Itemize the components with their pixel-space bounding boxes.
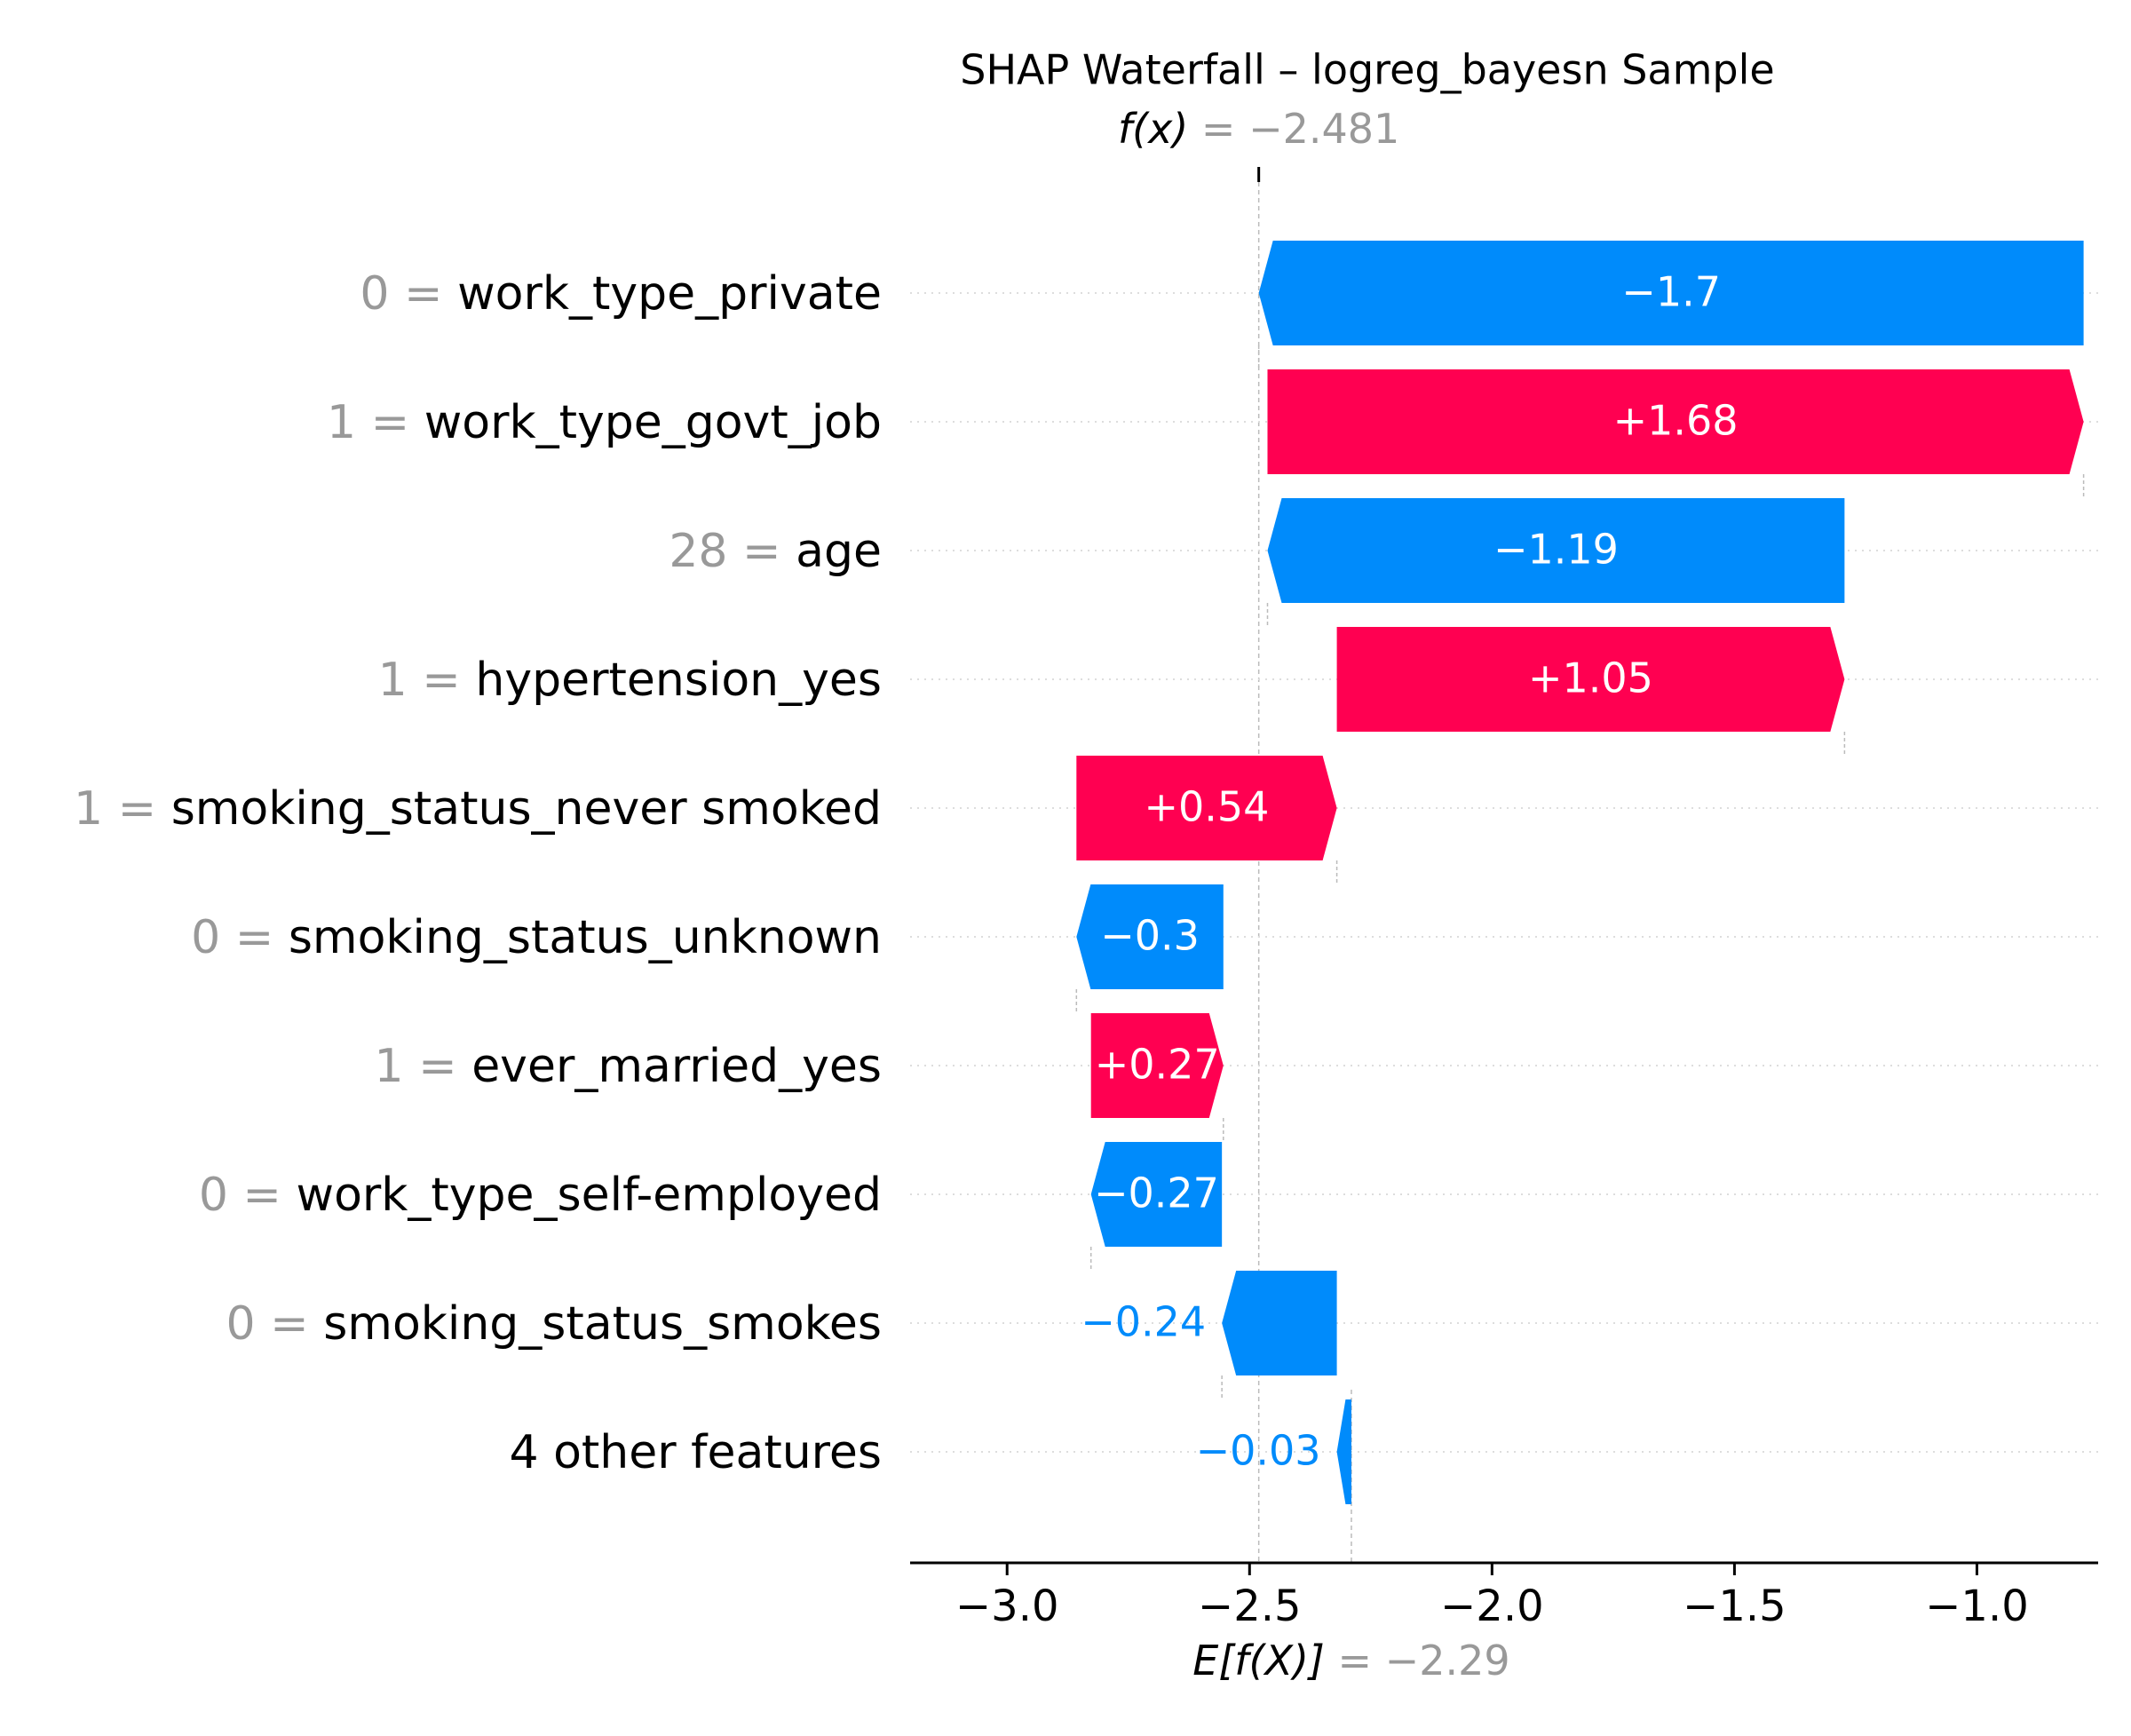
feature-value: 1: [374, 1040, 403, 1093]
x-tick-label: −2.0: [1440, 1581, 1544, 1631]
feature-label: 1 = hypertension_yes: [378, 654, 882, 707]
feature-value: 1: [327, 396, 356, 449]
expected-symbol: E[f(X)]: [1192, 1637, 1325, 1684]
fx-symbol: f(x): [1118, 105, 1188, 153]
feature-label: 1 = ever_married_yes: [374, 1040, 882, 1093]
bar-value-label: −1.7: [1621, 268, 1721, 316]
feature-name: ever_married_yes: [471, 1040, 882, 1093]
feature-label: 1 = smoking_status_never smoked: [74, 782, 882, 836]
feature-value: 0: [199, 1169, 228, 1222]
feature-value: 1: [74, 782, 103, 836]
x-tick-label: −1.0: [1925, 1581, 2029, 1631]
bar-negative: [1258, 241, 2084, 345]
bar-positive: [1336, 627, 1845, 732]
feature-name: work_type_self-employed: [297, 1169, 882, 1222]
feature-equals: =: [256, 1297, 324, 1351]
bar-value-label: −1.19: [1493, 526, 1619, 574]
bar-value-label: +0.27: [1095, 1041, 1220, 1089]
feature-label: 4 other features: [509, 1426, 882, 1479]
feature-value: 0: [226, 1297, 255, 1351]
feature-label: 0 = work_type_self-employed: [199, 1169, 882, 1222]
bar-value-label: −0.27: [1094, 1169, 1219, 1217]
x-tick-label: −3.0: [955, 1581, 1059, 1631]
feature-name: hypertension_yes: [475, 654, 882, 707]
feature-name: work_type_private: [457, 267, 882, 321]
chart-title: SHAP Waterfall – logreg_bayesn Sample: [960, 46, 1774, 94]
feature-name: age: [796, 525, 882, 578]
feature-equals: =: [727, 525, 796, 578]
bar-value-label: −0.24: [1081, 1298, 1206, 1346]
bar-negative: [1090, 1142, 1223, 1247]
feature-equals: =: [228, 1169, 297, 1222]
bar-negative: [1336, 1399, 1351, 1504]
bar-negative: [1222, 1271, 1337, 1375]
feature-name: work_type_govt_job: [424, 396, 882, 449]
expected-label: E[f(X)] = −2.29: [1192, 1637, 1509, 1684]
feature-equals: =: [390, 267, 458, 321]
bar-value-label: +1.05: [1528, 654, 1653, 702]
expected-value: = −2.29: [1325, 1637, 1510, 1684]
feature-value: 28: [669, 525, 727, 578]
feature-equals: =: [356, 396, 424, 449]
feature-label: 28 = age: [669, 525, 882, 578]
fx-label: f(x) = −2.481: [1118, 105, 1399, 153]
feature-label: 0 = smoking_status_unknown: [191, 911, 882, 964]
feature-name: 4 other features: [509, 1426, 882, 1479]
feature-label: 0 = smoking_status_smokes: [226, 1297, 882, 1351]
feature-label: 1 = work_type_govt_job: [327, 396, 882, 449]
bar-negative: [1076, 884, 1224, 989]
feature-name: smoking_status_smokes: [323, 1297, 882, 1351]
bar-value-label: +1.68: [1613, 397, 1739, 445]
feature-equals: =: [408, 654, 476, 707]
feature-value: 1: [378, 654, 408, 707]
bar-positive: [1267, 369, 2084, 474]
feature-equals: =: [103, 782, 171, 836]
feature-label: 0 = work_type_private: [360, 267, 882, 321]
feature-value: 0: [360, 267, 389, 321]
bar-positive: [1076, 756, 1337, 860]
bar-positive: [1090, 1013, 1224, 1118]
feature-equals: =: [220, 911, 289, 964]
feature-name: smoking_status_unknown: [289, 911, 882, 964]
feature-value: 0: [191, 911, 220, 964]
fx-value: = −2.481: [1188, 105, 1399, 153]
bar-value-label: −0.03: [1196, 1427, 1321, 1475]
x-tick-label: −2.5: [1198, 1581, 1302, 1631]
feature-name: smoking_status_never smoked: [171, 782, 882, 836]
bar-negative: [1267, 498, 1845, 603]
bar-value-label: −0.3: [1100, 912, 1200, 960]
x-tick-label: −1.5: [1683, 1581, 1786, 1631]
feature-equals: =: [404, 1040, 472, 1093]
bar-value-label: +0.54: [1144, 783, 1269, 831]
